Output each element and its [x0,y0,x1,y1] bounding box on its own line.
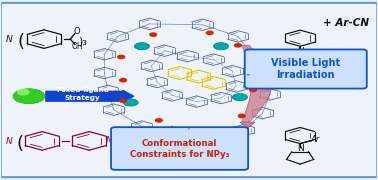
Circle shape [120,78,127,82]
Polygon shape [242,45,272,122]
Circle shape [249,88,256,92]
Text: N: N [6,35,12,44]
Circle shape [120,99,127,102]
Circle shape [244,67,251,70]
Text: (: ( [18,33,25,51]
Text: O: O [73,28,80,37]
Circle shape [206,31,213,34]
Text: Ar: Ar [311,135,320,144]
Circle shape [181,138,197,145]
Text: N: N [6,137,12,146]
Text: )₃: )₃ [78,37,87,47]
FancyBboxPatch shape [1,3,377,177]
Circle shape [201,129,208,133]
Circle shape [118,55,125,58]
Text: OH: OH [72,42,84,51]
Circle shape [13,89,45,104]
Text: (: ( [17,136,24,154]
Circle shape [232,94,247,101]
Text: )₃: )₃ [113,140,121,149]
Text: Mixed-ligand
Strategy: Mixed-ligand Strategy [56,87,109,101]
Text: Visible Light
Irradiation: Visible Light Irradiation [271,58,340,80]
Circle shape [239,114,245,118]
Text: N: N [297,47,304,56]
Polygon shape [240,122,255,128]
Text: + Ar-CN: + Ar-CN [324,18,369,28]
Text: N: N [105,136,112,145]
Circle shape [135,43,149,50]
FancyBboxPatch shape [245,50,367,89]
Circle shape [150,33,156,36]
Text: Conformational
Constraints for NPy₃: Conformational Constraints for NPy₃ [130,139,229,159]
Circle shape [155,119,162,122]
Circle shape [235,44,241,47]
FancyBboxPatch shape [111,127,248,170]
FancyArrow shape [46,90,134,102]
Circle shape [123,99,138,106]
Circle shape [18,89,29,95]
Text: N: N [297,144,304,153]
Circle shape [214,43,229,50]
